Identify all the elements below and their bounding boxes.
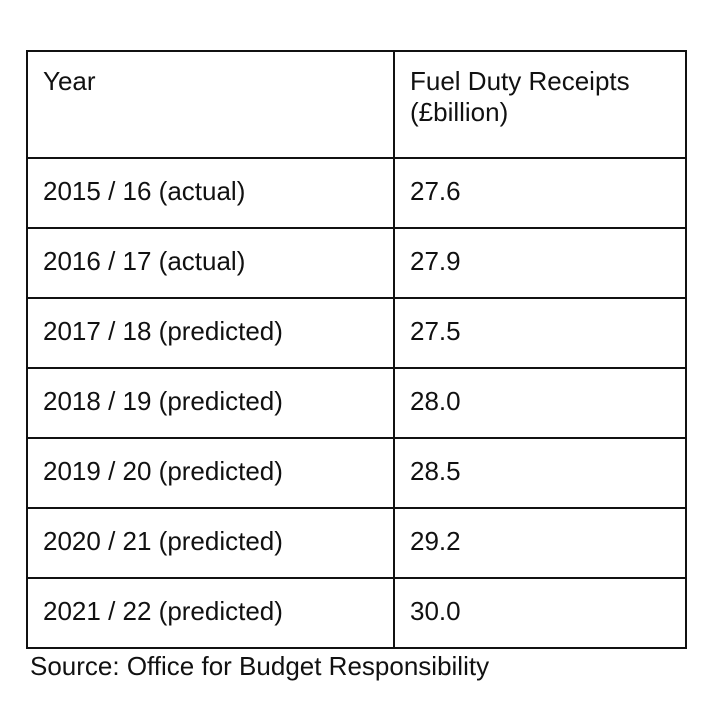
year-cell: 2016 / 17 (actual) [26, 227, 395, 299]
year-cell: 2019 / 20 (predicted) [26, 437, 395, 509]
year-cell: 2018 / 19 (predicted) [26, 367, 395, 439]
table-row: 2020 / 21 (predicted) 29.2 [26, 507, 687, 579]
value-cell: 29.2 [393, 507, 687, 579]
year-cell: 2017 / 18 (predicted) [26, 297, 395, 369]
year-cell: 2021 / 22 (predicted) [26, 577, 395, 649]
table-row: 2016 / 17 (actual) 27.9 [26, 227, 687, 299]
value-cell: 27.5 [393, 297, 687, 369]
table-row: 2017 / 18 (predicted) 27.5 [26, 297, 687, 369]
table-row: 2021 / 22 (predicted) 30.0 [26, 577, 687, 649]
header-receipts: Fuel Duty Receipts (£billion) [393, 50, 687, 159]
value-cell: 28.0 [393, 367, 687, 439]
fuel-duty-table: Year Fuel Duty Receipts (£billion) 2015 … [26, 50, 687, 649]
header-year: Year [26, 50, 395, 159]
table-row: 2018 / 19 (predicted) 28.0 [26, 367, 687, 439]
value-cell: 28.5 [393, 437, 687, 509]
source-note: Source: Office for Budget Responsibility [30, 651, 490, 681]
value-cell: 27.9 [393, 227, 687, 299]
year-cell: 2020 / 21 (predicted) [26, 507, 395, 579]
value-cell: 27.6 [393, 157, 687, 229]
table-row: 2019 / 20 (predicted) 28.5 [26, 437, 687, 509]
table-header-row: Year Fuel Duty Receipts (£billion) [26, 50, 687, 159]
year-cell: 2015 / 16 (actual) [26, 157, 395, 229]
table-row: 2015 / 16 (actual) 27.6 [26, 157, 687, 229]
value-cell: 30.0 [393, 577, 687, 649]
